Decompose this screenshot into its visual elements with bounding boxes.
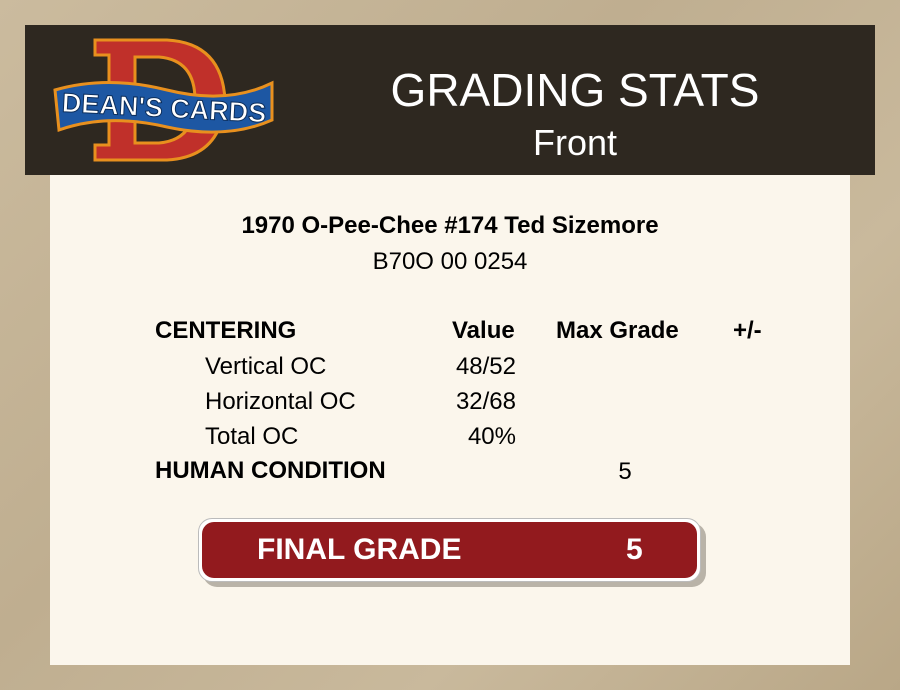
row-label-total-oc: Total OC (205, 423, 299, 450)
grading-panel: 1970 O-Pee-Chee #174 Ted Sizemore B70O 0… (50, 175, 850, 665)
column-value: Value (452, 317, 515, 344)
column-max-grade: Max Grade (556, 317, 679, 344)
page-title: GRADING STATS (390, 64, 760, 116)
card-name: 1970 O-Pee-Chee #174 Ted Sizemore (241, 212, 659, 239)
row-value-horizontal-oc: 32/68 (455, 388, 516, 415)
human-condition-max-grade: 5 (618, 458, 632, 485)
final-grade-label: FINAL GRADE (257, 533, 462, 566)
row-label-vertical-oc: Vertical OC (205, 353, 327, 380)
deans-cards-logo: DEAN'S CARDS (53, 38, 274, 162)
row-label-horizontal-oc: Horizontal OC (205, 388, 356, 415)
final-grade-value: 5 (626, 533, 643, 566)
header: DEAN'S CARDS GRADING STATS Front (25, 25, 875, 175)
card-serial: B70O 00 0254 (372, 248, 528, 275)
final-grade-banner: FINAL GRADE 5 (198, 518, 701, 582)
row-value-total-oc: 40% (467, 423, 516, 450)
row-value-vertical-oc: 48/52 (455, 353, 516, 380)
human-condition-label: HUMAN CONDITION (155, 457, 386, 484)
centering-heading: CENTERING (155, 317, 297, 344)
column-plus-minus: +/- (733, 317, 762, 344)
page-subtitle: Front (532, 122, 618, 163)
